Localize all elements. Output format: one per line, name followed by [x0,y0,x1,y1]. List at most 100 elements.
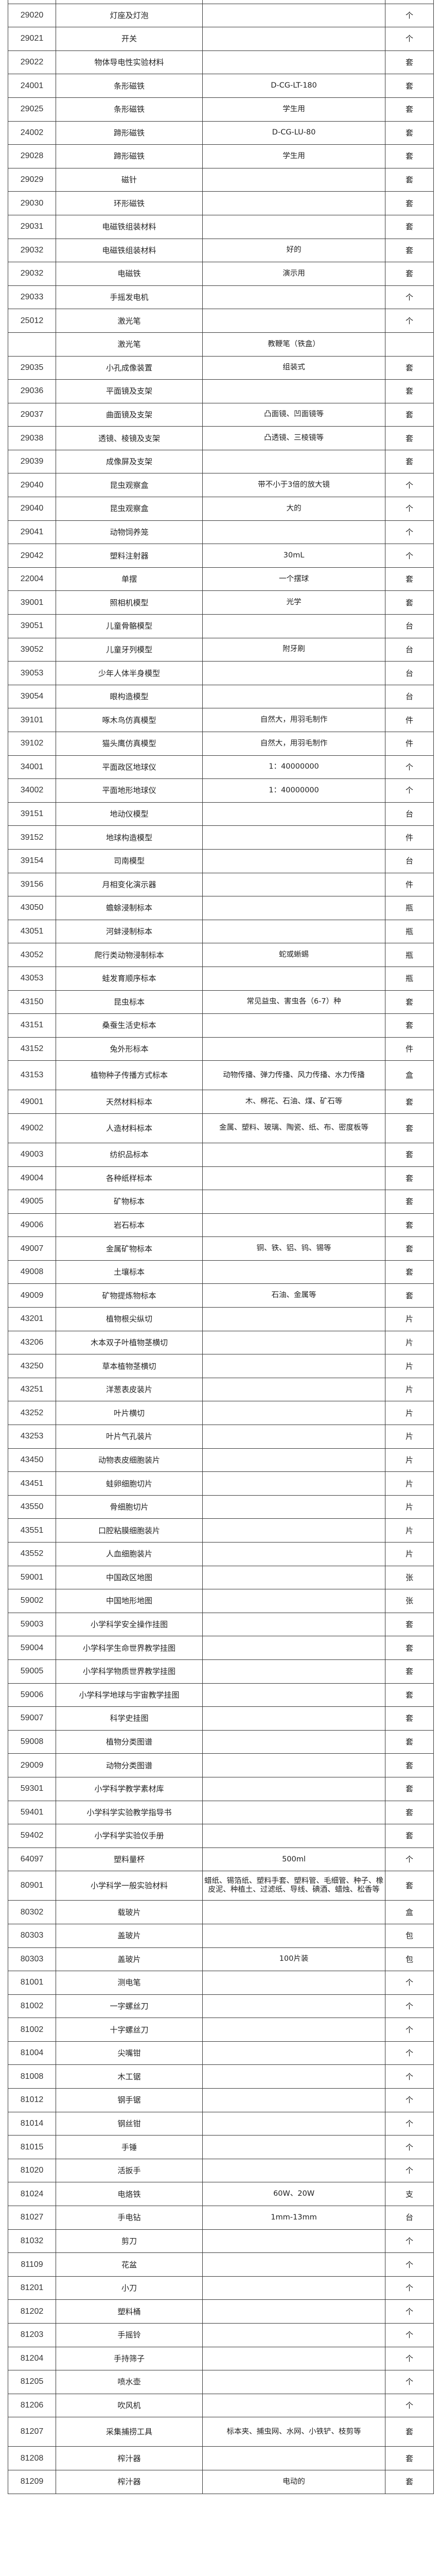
item-spec-cell [202,520,385,545]
item-unit-cell: 件 [385,732,434,756]
item-name-cell: 动物分类图谱 [56,1753,203,1777]
item-name: 小学科学地球与宇宙教学挂图 [79,1690,180,1700]
item-code-cell: 59008 [8,1730,56,1754]
item-name: 矿物提炼物标本 [102,1291,156,1300]
item-code-cell: 39051 [8,614,56,638]
item-spec-cell: 光学 [202,590,385,615]
table-row: 59007 科学史挂图 套 [8,1706,434,1731]
item-unit: 个 [405,316,413,326]
table-row: 81202 塑料桶 个 [8,2299,434,2324]
item-unit: 套 [405,1620,413,1630]
item-code-cell: 81008 [8,2064,56,2089]
item-name: 桑蚕生活史标本 [102,1021,156,1030]
item-code: 29035 [20,363,44,372]
item-name-cell: 平面地形地球仪 [56,778,203,803]
item-unit: 台 [405,668,413,678]
item-spec-cell: 演示用 [202,262,385,286]
item-code-cell: 43252 [8,1401,56,1426]
item-name-cell: 条形磁铁 [56,74,203,98]
item-name: 叶片横切 [113,1408,145,1418]
item-spec: 附牙刷 [283,645,305,654]
item-code-cell: 81209 [8,2469,56,2494]
item-name: 盖玻片 [117,1931,141,1941]
item-code-cell: 29041 [8,520,56,545]
item-code: 43550 [20,1502,44,1512]
item-code-cell: 29038 [8,426,56,450]
item-spec-cell [202,1589,385,1613]
item-name: 曲面镜及支架 [105,410,152,419]
item-unit-cell: 套 [385,1706,434,1731]
item-name-cell: 蹄形磁铁 [56,121,203,145]
item-name-cell: 物体导电性实验材料 [56,50,203,75]
table-row: 34002 平面地形地球仪 1：40000000 个 [8,778,434,803]
item-code: 59007 [20,1714,44,1723]
item-unit-cell: 个 [385,497,434,521]
item-spec-cell [202,1330,385,1355]
item-name: 叶片气孔装片 [105,1432,152,1442]
item-name: 爬行类动物浸制标本 [94,950,164,960]
item-spec-cell: 教鞭笔（铁盒） [202,332,385,357]
item-name: 条形磁铁 [113,81,145,91]
item-unit-cell: 套 [385,567,434,591]
item-spec-cell [202,896,385,920]
item-name: 载玻片 [117,1907,141,1917]
item-code: 29025 [20,105,44,114]
item-code-cell: 81001 [8,1971,56,1995]
table-row: 59005 小学科学物质世界教学挂图 套 [8,1659,434,1684]
table-row: 34001 平面政区地球仪 1：40000000 个 [8,755,434,779]
item-code-cell: 43052 [8,943,56,967]
item-code-cell: 59001 [8,1565,56,1590]
item-name-cell: 叶片横切 [56,1401,203,1426]
item-name-cell: 植物分类图谱 [56,1730,203,1754]
item-code-cell: 22004 [8,567,56,591]
item-code: 81202 [20,2307,44,2316]
item-name: 兔外形标本 [110,1044,149,1054]
table-row: 29035 小孔成像装置 组装式 套 [8,355,434,380]
item-unit: 套 [405,1021,413,1030]
item-spec: 500ml [282,1855,306,1863]
item-name-cell: 洋葱表皮装片 [56,1377,203,1402]
item-unit-cell: 件 [385,825,434,850]
item-code-cell: 81004 [8,2041,56,2065]
item-code: 81002 [20,2025,44,2034]
table-row: 81201 小刀 个 [8,2276,434,2300]
equipment-table-body: 29020 灯座及灯泡个 29021 开关个 29022 物体导电性实验材料套 24001 条… [8,0,434,2494]
item-unit-cell: 台 [385,802,434,826]
item-spec-cell [202,802,385,826]
table-row: 49009 矿物提炼物标本 石油、金属等 套 [8,1283,434,1308]
item-unit: 件 [405,739,413,749]
item-code: 49008 [20,1267,44,1277]
item-name: 岩石标本 [113,1220,145,1230]
item-code-cell: 39156 [8,872,56,897]
item-code-cell: 59002 [8,1589,56,1613]
item-code-cell: 49006 [8,1213,56,1238]
item-code-cell: 81032 [8,2229,56,2253]
item-unit-cell: 片 [385,1307,434,1331]
item-unit: 盒 [405,1907,413,1917]
item-unit-cell: 套 [385,191,434,215]
table-row: 43150 昆虫标本 常见益虫、害虫各（6-7）种 套 [8,990,434,1014]
item-unit: 个 [405,2072,413,2081]
item-unit: 套 [405,410,413,419]
item-code: 29037 [20,410,44,419]
item-code-cell: 81206 [8,2393,56,2418]
item-name-cell: 手持筛子 [56,2346,203,2371]
item-unit: 支 [405,2189,413,2199]
table-row: 43152 兔外形标本 件 [8,1037,434,1061]
item-unit: 片 [405,1337,413,1347]
item-spec-cell [202,1354,385,1378]
item-spec-cell [202,614,385,638]
item-unit: 个 [405,504,413,514]
item-name: 电磁铁组装材料 [102,245,156,255]
item-name: 平面镜及支架 [105,386,152,396]
item-unit-cell: 套 [385,1776,434,1801]
item-name: 手电钻 [117,2213,141,2223]
item-name-cell: 蛙卵细胞切片 [56,1471,203,1496]
item-unit: 套 [405,1737,413,1747]
table-row: 43450 动物表皮细胞装片 片 [8,1448,434,1472]
item-code-cell: 29028 [8,144,56,168]
item-code-cell: 29025 [8,97,56,122]
item-unit: 套 [405,1760,413,1770]
item-name-cell: 昆虫标本 [56,990,203,1014]
item-code-cell: 29021 [8,27,56,51]
